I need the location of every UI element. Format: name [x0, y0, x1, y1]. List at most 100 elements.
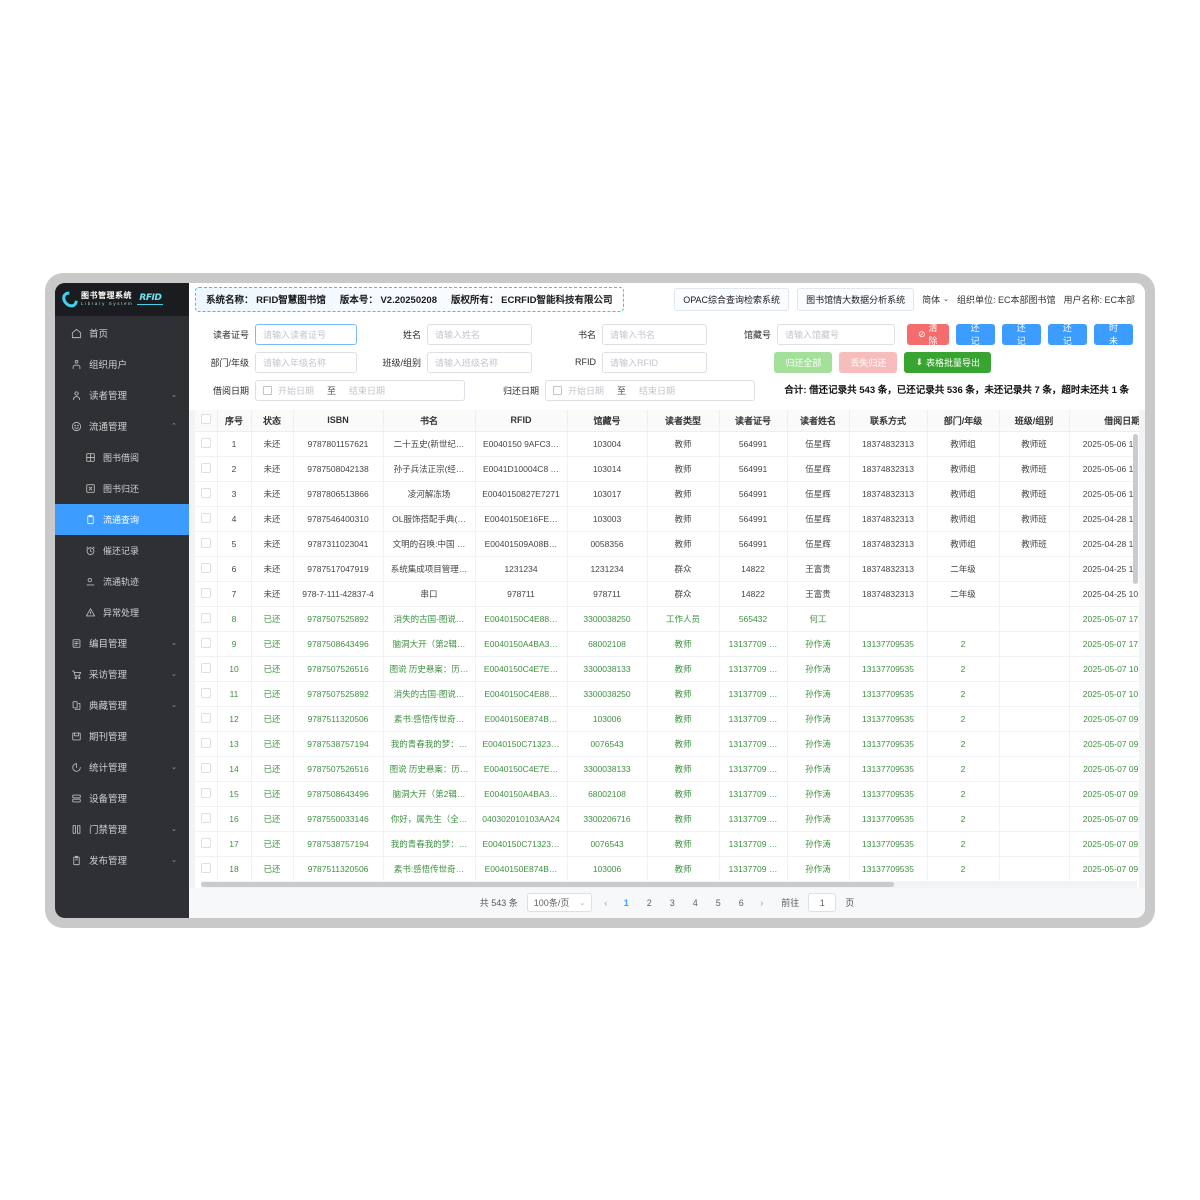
- reader-no-input[interactable]: 请输入读者证号: [255, 323, 357, 345]
- horizontal-scrollbar-thumb[interactable]: [201, 881, 894, 887]
- sidebar-item-2[interactable]: 读者管理 ⌄: [55, 380, 189, 411]
- row-select-cell[interactable]: [195, 656, 218, 682]
- row-checkbox[interactable]: [200, 488, 211, 498]
- sidebar-item-0[interactable]: 首页: [55, 318, 189, 349]
- row-checkbox[interactable]: [200, 838, 211, 848]
- page-button-1[interactable]: 1: [623, 897, 629, 908]
- overdue-records-button[interactable]: 超时未还: [1093, 310, 1133, 359]
- table-row[interactable]: 15 已还 9787508643496 脑洞大开（第2辑… E0040150A4BA3……: [195, 781, 1139, 807]
- book-input[interactable]: 请输入书名: [602, 323, 707, 345]
- sidebar-item-3[interactable]: 流通管理 ⌃: [55, 411, 189, 442]
- name-input[interactable]: 请输入姓名: [427, 323, 532, 345]
- sidebar-item-11[interactable]: 采访管理 ⌄: [55, 659, 189, 690]
- rfid-input[interactable]: 请输入RFID: [602, 351, 707, 373]
- page-size-select[interactable]: 100条/页 ⌄: [526, 893, 593, 912]
- row-select-cell[interactable]: [195, 831, 218, 857]
- select-all-checkbox[interactable]: [200, 414, 211, 425]
- vertical-scrollbar[interactable]: [1133, 433, 1138, 584]
- sidebar-item-4[interactable]: 图书借阅: [55, 442, 189, 473]
- table-row[interactable]: 17 已还 9787538757194 我的青春我的梦：… E0040150C71323…: [195, 831, 1139, 857]
- table-row[interactable]: 1 未还 9787801157621 二十五史(新世纪… E0040150 9AFC3……: [195, 431, 1139, 457]
- table-row[interactable]: 10 已还 9787507526516 图说 历史悬案：历… E0040150C4E7E…: [195, 656, 1139, 682]
- clear-button[interactable]: ⊘ 清 除: [907, 323, 949, 346]
- row-select-cell[interactable]: [195, 731, 218, 757]
- table-row[interactable]: 7 未还 978-7-111-42837-4 串口 978711 978711 群众 1482…: [195, 581, 1139, 607]
- collection-no-input[interactable]: 请输入馆藏号: [777, 323, 895, 345]
- row-select-cell[interactable]: [195, 506, 218, 532]
- sidebar-item-8[interactable]: 流通轨迹: [55, 566, 189, 597]
- prev-page-button[interactable]: ‹: [604, 897, 608, 908]
- row-checkbox[interactable]: [200, 638, 211, 648]
- page-button-3[interactable]: 3: [669, 897, 675, 908]
- class-input[interactable]: 请输入班级名称: [427, 351, 532, 373]
- sidebar-item-16[interactable]: 门禁管理 ⌄: [55, 814, 189, 845]
- row-checkbox[interactable]: [200, 613, 211, 623]
- row-select-cell[interactable]: [195, 756, 218, 782]
- select-all-cell[interactable]: [195, 409, 218, 432]
- opac-system-button[interactable]: OPAC综合查询检索系统: [674, 287, 790, 311]
- table-row[interactable]: 3 未还 9787806513866 凌河解冻场 E0040150827E7271 103…: [195, 481, 1139, 507]
- bigdata-system-button[interactable]: 图书馆情大数据分析系统: [797, 287, 915, 311]
- table-row[interactable]: 4 未还 9787546400310 OL服饰搭配手典(… E0040150E16FE……: [195, 506, 1139, 532]
- row-checkbox[interactable]: [200, 588, 211, 598]
- row-select-cell[interactable]: [195, 781, 218, 807]
- batch-export-button[interactable]: ⬇ 表格批量导出: [904, 351, 991, 373]
- row-select-cell[interactable]: [195, 531, 218, 557]
- sidebar-item-15[interactable]: 设备管理: [55, 783, 189, 814]
- row-checkbox[interactable]: [200, 713, 211, 723]
- row-checkbox[interactable]: [200, 563, 211, 573]
- row-checkbox[interactable]: [200, 738, 211, 748]
- row-checkbox[interactable]: [200, 813, 211, 823]
- row-checkbox[interactable]: [200, 663, 211, 673]
- sidebar-item-13[interactable]: 期刊管理: [55, 721, 189, 752]
- row-select-cell[interactable]: [195, 581, 218, 607]
- horizontal-scrollbar[interactable]: [201, 880, 1137, 888]
- row-select-cell[interactable]: [195, 431, 218, 457]
- row-select-cell[interactable]: [195, 606, 218, 632]
- sidebar-item-10[interactable]: 编目管理 ⌄: [55, 628, 189, 659]
- row-checkbox[interactable]: [200, 438, 211, 448]
- sidebar-item-5[interactable]: 图书归还: [55, 473, 189, 504]
- table-row[interactable]: 18 已还 9787511320506 素书:感悟传世奇… E0040150E874B……: [195, 856, 1139, 881]
- row-checkbox[interactable]: [200, 538, 211, 548]
- sidebar-item-6[interactable]: 流通查询: [55, 503, 189, 535]
- table-row[interactable]: 5 未还 9787311023041 文明的召唤:中国 … E00401509A08B……: [195, 531, 1139, 557]
- row-checkbox[interactable]: [200, 788, 211, 798]
- page-button-4[interactable]: 4: [692, 897, 698, 908]
- table-row[interactable]: 2 未还 9787508042138 孙子兵法正宗(经… E0041D10004C8 ……: [195, 456, 1139, 482]
- borrow-return-records-button[interactable]: 借还记录: [955, 310, 995, 359]
- table-row[interactable]: 16 已还 9787550033146 你好，属先生（全… 040302010103AA…: [195, 806, 1139, 832]
- return-all-button[interactable]: 归还全部: [774, 351, 833, 373]
- table-row[interactable]: 13 已还 9787538757194 我的青春我的梦：… E0040150C71323…: [195, 731, 1139, 757]
- row-select-cell[interactable]: [195, 556, 218, 582]
- unreturned-records-button[interactable]: 未还记录: [1047, 310, 1087, 359]
- row-checkbox[interactable]: [200, 513, 211, 523]
- page-button-2[interactable]: 2: [646, 897, 652, 908]
- page-button-5[interactable]: 5: [715, 897, 721, 908]
- borrow-date-range-input[interactable]: 开始日期 至 结束日期: [255, 380, 465, 401]
- table-row[interactable]: 11 已还 9787507525892 消失的古国-图说… E0040150C4E88……: [195, 681, 1139, 707]
- sidebar-item-14[interactable]: 统计管理 ⌄: [55, 752, 189, 783]
- table-row[interactable]: 14 已还 9787507526516 图说 历史悬案：历… E0040150C4E7E…: [195, 756, 1139, 782]
- page-button-6[interactable]: 6: [738, 897, 744, 908]
- language-selector[interactable]: 简体 ⌄: [922, 293, 949, 306]
- table-row[interactable]: 12 已还 9787511320506 素书:感悟传世奇… E0040150E874B……: [195, 706, 1139, 732]
- row-select-cell[interactable]: [195, 806, 218, 832]
- sidebar-item-9[interactable]: 异常处理: [55, 597, 189, 628]
- sidebar-item-17[interactable]: 发布管理 ⌄: [55, 845, 189, 876]
- row-checkbox[interactable]: [200, 763, 211, 773]
- sidebar-item-7[interactable]: 催还记录: [55, 535, 189, 566]
- dept-input[interactable]: 请输入年级名称: [255, 351, 357, 373]
- returned-records-button[interactable]: 已还记录: [1001, 310, 1041, 359]
- row-select-cell[interactable]: [195, 681, 218, 707]
- goto-page-input[interactable]: 1: [808, 893, 837, 912]
- lost-return-button[interactable]: 丢失归还: [839, 351, 898, 373]
- row-checkbox[interactable]: [200, 463, 211, 473]
- row-select-cell[interactable]: [195, 456, 218, 482]
- table-row[interactable]: 9 已还 9787508643496 脑洞大开（第2辑… E0040150A4BA3… 6…: [195, 631, 1139, 657]
- row-select-cell[interactable]: [195, 856, 218, 881]
- table-row[interactable]: 8 已还 9787507525892 消失的古国-图说… E0040150C4E88… 3…: [195, 606, 1139, 632]
- return-date-range-input[interactable]: 开始日期 至 结束日期: [545, 380, 755, 401]
- row-select-cell[interactable]: [195, 481, 218, 507]
- sidebar-item-1[interactable]: 组织用户: [55, 349, 189, 380]
